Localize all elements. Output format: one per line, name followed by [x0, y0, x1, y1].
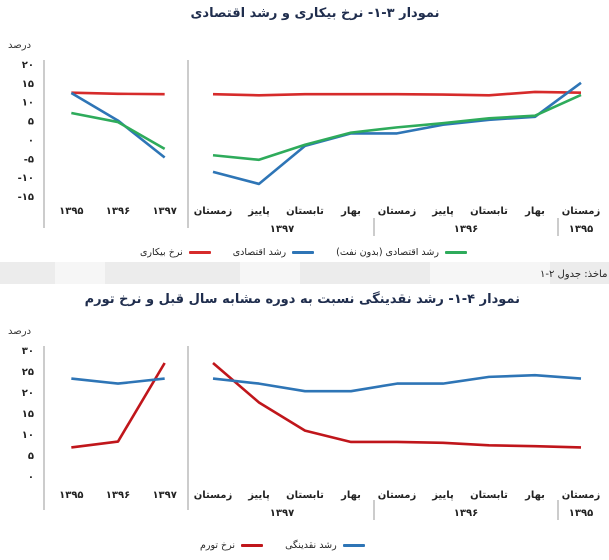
quarterly-x-tick-label: زمستان [378, 490, 417, 501]
legend-label: رشد اقتصادی (بدون نفت) [336, 247, 439, 258]
y-tick-label: -۵ [24, 154, 34, 165]
y-tick-label: ۳۰ [22, 346, 34, 357]
quarterly-year-label: ۱۳۹۶ [454, 224, 478, 235]
legend-swatch [241, 544, 264, 547]
y-tick-label: ۰ [28, 472, 34, 483]
annual-series-line-0 [71, 362, 166, 449]
legend-item: رشد نقدینگی [285, 540, 365, 551]
y-tick-label: ۲۰ [22, 60, 34, 71]
legend-label: رشد نقدینگی [285, 540, 337, 551]
y-tick-label: -۱۵ [18, 192, 34, 203]
annual-series-line-2 [71, 111, 166, 150]
quarterly-x-tick-label: پاییز [247, 206, 270, 217]
chart1-legend: نرخ بیکاری رشد اقتصادی رشد اقتصادی (بدون ن… [140, 247, 470, 258]
chart1-ylabel: درصد [8, 40, 32, 51]
legend-label: رشد اقتصادی [232, 247, 287, 258]
divider-band-highlight [240, 262, 300, 284]
quarterly-x-tick-label: پاییز [431, 206, 454, 217]
annual-series-line-1 [70, 91, 166, 159]
quarterly-x-tick-label: زمستان [562, 206, 601, 217]
quarterly-x-tick-label: زمستان [378, 206, 417, 217]
chart1-plot: ۲۰ ۱۵ ۱۰ ۵ ۰ -۵ -۱۰ -۱۵ ۱۳۹۵ ۱۳۹۶ ۱۳۹۷ زمستان بهار تا… [18, 60, 601, 236]
source-note: ماخذ: جدول ۲-۱ [540, 269, 608, 280]
legend-label: نرخ تورم [200, 540, 236, 551]
quarterly-x-tick-label: پاییز [247, 490, 270, 501]
divider-band-highlight [55, 262, 105, 284]
annual-x-tick-label: ۱۳۹۵ [59, 490, 83, 501]
y-tick-label: ۱۰ [22, 98, 34, 109]
annual-x-tick-label: ۱۳۹۶ [106, 490, 130, 501]
chart2-legend: نرخ تورم رشد نقدینگی [200, 540, 420, 551]
y-tick-label: ۵ [28, 451, 34, 462]
quarterly-x-tick-label: پاییز [431, 490, 454, 501]
quarterly-x-tick-label: بهار [524, 206, 545, 217]
quarterly-x-tick-label: زمستان [562, 490, 601, 501]
legend-item: نرخ بیکاری [140, 247, 211, 258]
quarterly-series-line-1 [212, 81, 582, 186]
quarterly-series-line-2 [212, 93, 582, 162]
quarterly-year-label: ۱۳۹۷ [270, 508, 294, 519]
y-tick-label: ۰ [28, 135, 34, 146]
quarterly-year-label: ۱۳۹۷ [270, 224, 294, 235]
legend-swatch [188, 251, 211, 254]
y-tick-label: ۲۵ [22, 367, 34, 378]
quarterly-series-line-0 [212, 90, 582, 97]
y-tick-label: ۱۵ [22, 79, 34, 90]
quarterly-series-line-0 [212, 362, 582, 449]
quarterly-year-label: ۱۳۹۵ [569, 508, 593, 519]
chart2-ylabel: درصد [8, 326, 32, 337]
quarterly-series-line-1 [212, 373, 582, 393]
y-tick-label: ۱۵ [22, 409, 34, 420]
quarterly-year-label: ۱۳۹۵ [569, 224, 593, 235]
chart2-title: نمودار ۴-۱- رشد نقدینگی نسبت به دوره مشا… [84, 292, 520, 307]
legend-item: رشد اقتصادی (بدون نفت) [336, 247, 467, 258]
y-tick-label: ۱۰ [22, 430, 34, 441]
legend-label: نرخ بیکاری [140, 247, 183, 258]
legend-swatch [342, 544, 365, 547]
y-tick-label: ۲۰ [22, 388, 34, 399]
annual-series-line-0 [71, 91, 165, 96]
quarterly-x-tick-label: بهار [524, 490, 545, 501]
annual-x-tick-label: ۱۳۹۷ [152, 206, 176, 217]
annual-series-line-1 [71, 377, 165, 385]
chart2-plot: ۳۰ ۲۵ ۲۰ ۱۵ ۱۰ ۵ ۰ ۱۳۹۵ ۱۳۹۶ ۱۳۹۷ زمستان بهار تابستا… [22, 346, 601, 520]
chart1-title: نمودار ۳-۱- نرخ بیکاری و رشد اقتصادی [190, 6, 440, 21]
quarterly-x-tick-label: بهار [340, 490, 361, 501]
legend-item: نرخ تورم [200, 540, 264, 551]
legend-item: رشد اقتصادی [232, 247, 315, 258]
quarterly-x-tick-label: بهار [340, 206, 361, 217]
legend-swatch [444, 251, 467, 254]
annual-x-tick-label: ۱۳۹۵ [59, 206, 83, 217]
quarterly-year-label: ۱۳۹۶ [454, 508, 478, 519]
quarterly-x-tick-label: زمستان [194, 490, 233, 501]
y-tick-label: -۱۰ [18, 173, 34, 184]
quarterly-x-tick-label: تابستان [470, 490, 508, 501]
divider-band-highlight [430, 262, 550, 284]
legend-swatch [292, 251, 315, 254]
quarterly-x-tick-label: زمستان [194, 206, 233, 217]
y-tick-label: ۵ [28, 117, 34, 128]
quarterly-x-tick-label: تابستان [286, 490, 324, 501]
quarterly-x-tick-label: تابستان [470, 206, 508, 217]
annual-x-tick-label: ۱۳۹۷ [152, 490, 176, 501]
quarterly-x-tick-label: تابستان [286, 206, 324, 217]
annual-x-tick-label: ۱۳۹۶ [106, 206, 130, 217]
